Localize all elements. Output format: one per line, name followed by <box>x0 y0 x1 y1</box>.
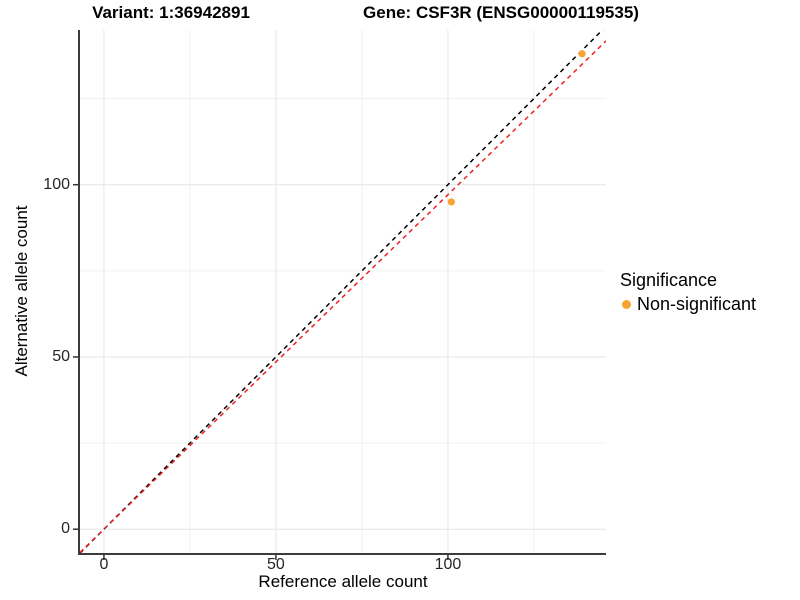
x-axis-tick-label: 50 <box>267 556 285 573</box>
y-axis-tick-label: 0 <box>61 520 70 538</box>
data-point <box>578 50 586 58</box>
panel-background <box>80 30 606 553</box>
plot-title-variant: Variant: 1:36942891 <box>92 3 250 22</box>
data-point <box>447 198 455 206</box>
x-axis-tick-label: 100 <box>434 556 462 573</box>
legend-item-non-significant: Non-significant <box>620 294 756 315</box>
y-axis-tick-label: 100 <box>43 175 70 193</box>
x-axis-title: Reference allele count <box>258 572 428 591</box>
legend-point-icon <box>622 300 631 309</box>
legend-item-label: Non-significant <box>637 294 757 314</box>
observed-ratio-line <box>80 40 606 553</box>
legend: Significance Non-significant <box>620 270 756 315</box>
plot-title-gene: Gene: CSF3R (ENSG00000119535) <box>363 3 639 22</box>
y-axis-tick-label: 50 <box>52 347 70 365</box>
legend-title: Significance <box>620 270 718 290</box>
x-axis-tick-label: 0 <box>99 556 109 573</box>
y-axis-title: Alternative allele count <box>12 205 31 377</box>
